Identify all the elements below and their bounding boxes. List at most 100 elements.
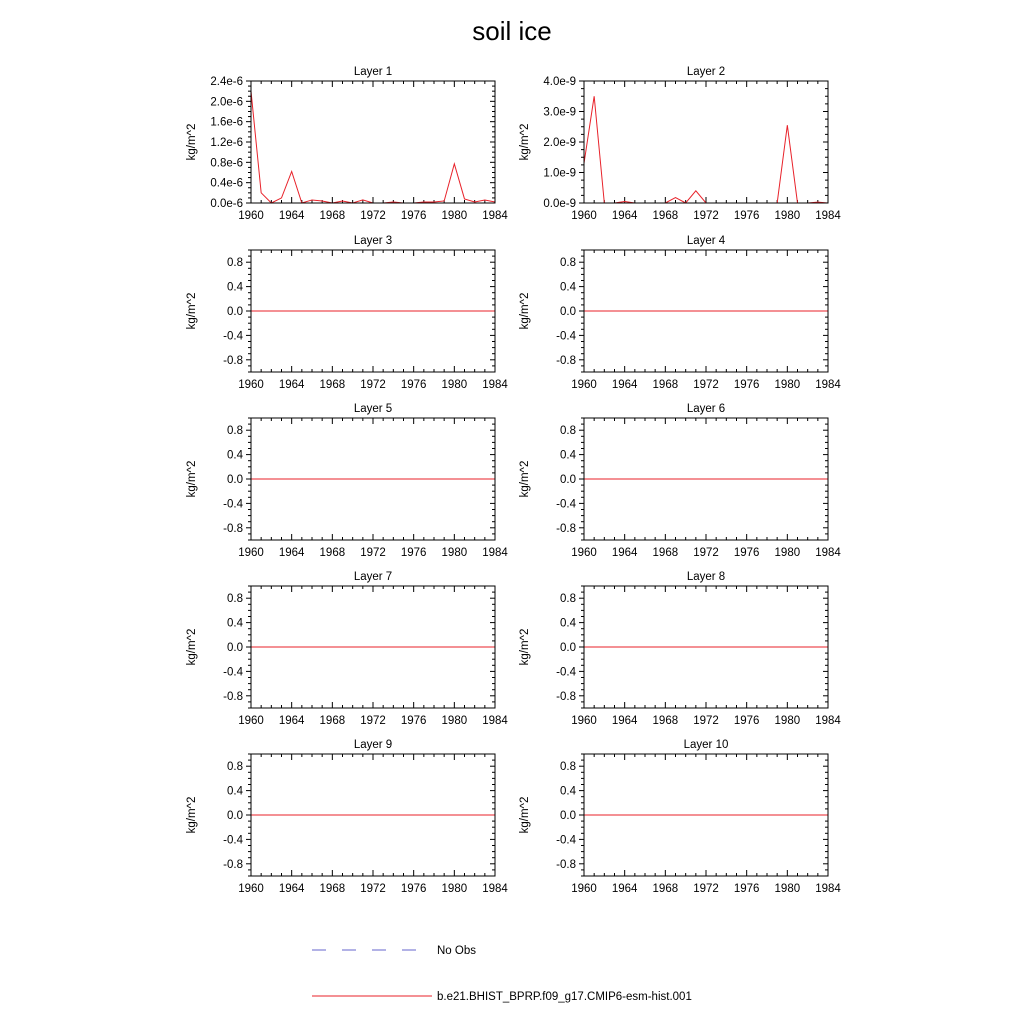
x-tick-label: 1984	[482, 547, 508, 559]
y-tick-label: 0.4	[560, 282, 577, 294]
y-tick-label: 2.4e-6	[210, 76, 243, 88]
panel-title: Layer 8	[687, 571, 725, 583]
x-tick-label: 1976	[401, 883, 427, 895]
panel-title: Layer 7	[354, 571, 392, 583]
y-tick-label: 0.4	[560, 618, 577, 630]
y-tick-label: -0.4	[556, 498, 576, 510]
y-tick-label: 0.4	[227, 450, 244, 462]
y-tick-label: 0.8	[560, 425, 576, 437]
x-tick-label: 1968	[320, 210, 346, 222]
y-tick-label: -0.4	[223, 666, 243, 678]
x-tick-label: 1964	[279, 547, 305, 559]
y-tick-label: 0.8	[560, 761, 576, 773]
x-tick-label: 1972	[693, 715, 719, 727]
panel-title: Layer 6	[687, 403, 725, 415]
x-tick-label: 1980	[442, 210, 468, 222]
x-tick-label: 1972	[360, 210, 386, 222]
x-tick-label: 1976	[401, 547, 427, 559]
x-tick-label: 1980	[775, 547, 801, 559]
plot-frame	[583, 80, 829, 204]
y-tick-label: 0.0	[560, 642, 576, 654]
x-tick-label: 1960	[571, 715, 597, 727]
y-tick-label: 2.0e-9	[543, 137, 576, 149]
x-tick-label: 1968	[653, 883, 679, 895]
y-tick-label: 0.8	[227, 257, 243, 269]
x-tick-label: 1968	[653, 210, 679, 222]
y-tick-label: -0.8	[556, 859, 576, 871]
series-line	[250, 91, 496, 204]
x-tick-label: 1972	[693, 210, 719, 222]
x-tick-label: 1980	[442, 379, 468, 391]
x-tick-label: 1972	[360, 883, 386, 895]
y-tick-label: -0.4	[556, 666, 576, 678]
y-tick-label: 0.0	[227, 306, 243, 318]
y-axis-label: kg/m^2	[186, 293, 198, 330]
x-tick-label: 1976	[734, 379, 760, 391]
x-tick-label: 1964	[612, 883, 638, 895]
y-tick-label: 0.0	[227, 474, 243, 486]
x-tick-label: 1972	[360, 547, 386, 559]
x-tick-label: 1960	[571, 547, 597, 559]
y-tick-label: 0.0	[560, 474, 576, 486]
y-tick-label: 1.2e-6	[210, 137, 243, 149]
y-tick-label: 0.0	[560, 306, 576, 318]
panel-title: Layer 9	[354, 739, 392, 751]
x-tick-label: 1960	[238, 210, 264, 222]
x-tick-label: 1960	[571, 883, 597, 895]
y-tick-label: 0.4	[227, 618, 244, 630]
chart-panel-9: Layer 9 kg/m^2 1960 1964 1968 1972 1976 1980 198…	[186, 739, 508, 895]
y-axis-label: kg/m^2	[519, 797, 531, 834]
x-tick-label: 1968	[320, 547, 346, 559]
x-tick-label: 1964	[279, 883, 305, 895]
x-tick-label: 1972	[360, 379, 386, 391]
x-tick-label: 1984	[482, 210, 508, 222]
x-tick-label: 1976	[401, 379, 427, 391]
x-tick-label: 1976	[734, 883, 760, 895]
x-tick-label: 1972	[693, 883, 719, 895]
panels-group: Layer 1 kg/m^2 1960 1964 1968 1972 1976 1980 198…	[186, 66, 841, 895]
x-tick-label: 1972	[693, 379, 719, 391]
plot-frame	[250, 753, 496, 877]
y-tick-label: 3.0e-9	[543, 107, 576, 119]
y-tick-label: -0.4	[223, 330, 243, 342]
x-tick-label: 1976	[401, 715, 427, 727]
y-tick-label: 0.0	[227, 642, 243, 654]
y-axis-label: kg/m^2	[519, 461, 531, 498]
y-tick-label: 0.0	[560, 810, 576, 822]
x-tick-label: 1980	[442, 715, 468, 727]
y-tick-label: 0.0e-9	[543, 198, 576, 210]
x-tick-label: 1980	[775, 210, 801, 222]
x-tick-label: 1980	[442, 547, 468, 559]
y-tick-label: -0.8	[223, 859, 243, 871]
y-tick-label: -0.4	[556, 330, 576, 342]
x-tick-label: 1964	[279, 379, 305, 391]
y-tick-label: -0.4	[556, 834, 576, 846]
y-tick-label: -0.8	[223, 523, 243, 535]
y-tick-label: 0.4e-6	[210, 178, 243, 190]
x-tick-label: 1984	[815, 715, 841, 727]
x-tick-label: 1980	[775, 715, 801, 727]
chart-panel-4: Layer 4 kg/m^2 1960 1964 1968 1972 1976 1980 198…	[519, 235, 841, 391]
y-axis-label: kg/m^2	[519, 124, 531, 161]
y-tick-label: -0.8	[556, 523, 576, 535]
y-tick-label: 0.8	[227, 425, 243, 437]
x-tick-label: 1984	[482, 715, 508, 727]
x-tick-label: 1960	[238, 379, 264, 391]
y-tick-label: 0.8	[227, 761, 243, 773]
chart-panel-3: Layer 3 kg/m^2 1960 1964 1968 1972 1976 1980 198…	[186, 235, 508, 391]
plot-frame	[583, 417, 829, 541]
y-axis-label: kg/m^2	[186, 797, 198, 834]
y-tick-label: 0.8	[227, 593, 243, 605]
x-tick-label: 1972	[360, 715, 386, 727]
panel-title: Layer 3	[354, 235, 392, 247]
y-tick-label: -0.8	[223, 691, 243, 703]
y-tick-label: 0.4	[560, 786, 577, 798]
y-axis-label: kg/m^2	[186, 629, 198, 666]
plot-frame	[250, 585, 496, 709]
y-tick-label: 1.0e-9	[543, 168, 576, 180]
plot-frame	[583, 753, 829, 877]
x-tick-label: 1984	[815, 883, 841, 895]
x-tick-label: 1980	[442, 883, 468, 895]
x-tick-label: 1964	[612, 715, 638, 727]
y-tick-label: 2.0e-6	[210, 96, 243, 108]
